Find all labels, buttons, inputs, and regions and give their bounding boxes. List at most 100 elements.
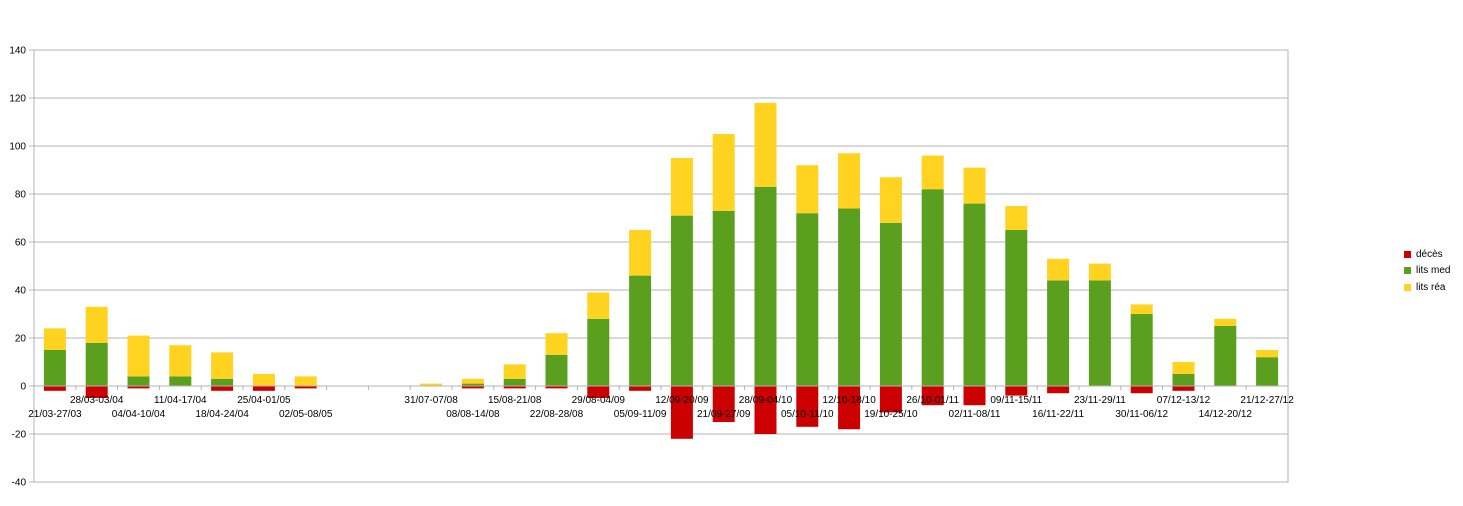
x-tick-label: 23/11-29/11 <box>1074 395 1126 406</box>
bar-lits-med <box>127 376 150 386</box>
bar-lits-med <box>1130 314 1153 386</box>
bar-lits-rea <box>1088 263 1111 281</box>
bar-deces <box>963 386 986 406</box>
bar-lits-med <box>1047 280 1070 386</box>
legend-label-lits-rea: lits réa <box>1416 281 1446 293</box>
legend-label-lits-med: lits med <box>1416 265 1451 277</box>
x-tick-label: 02/05-08/05 <box>279 409 333 420</box>
x-tick-label: 12/10-18/10 <box>822 395 876 406</box>
plot-area <box>33 49 1289 483</box>
bar-lits-med <box>1256 357 1279 386</box>
bar-lits-rea <box>503 364 526 379</box>
bar-lits-med <box>629 275 652 386</box>
bar-lits-rea <box>879 177 902 223</box>
x-tick-label: 05/09-11/09 <box>614 409 667 420</box>
legend-item-deces: décès <box>1404 246 1450 263</box>
bar-deces <box>921 386 944 406</box>
bar-lits-med <box>879 222 902 386</box>
bar-lits-med <box>1214 326 1237 386</box>
x-tick-label: 18/04-24/04 <box>195 409 249 420</box>
bar-lits-med <box>1005 230 1028 386</box>
y-tick-label: 40 <box>15 286 27 297</box>
bar-deces <box>587 386 610 398</box>
x-tick-label: 08/08-14/08 <box>446 409 500 420</box>
bar-lits-rea <box>1047 258 1070 281</box>
bar-lits-med <box>503 378 526 386</box>
bar-lits-rea <box>461 378 484 384</box>
bar-lits-med <box>963 203 986 386</box>
bar-lits-rea <box>1256 350 1279 358</box>
bar-lits-med <box>796 213 819 386</box>
bar-lits-rea <box>796 165 819 214</box>
bar-lits-med <box>85 342 108 386</box>
bar-lits-rea <box>211 352 234 379</box>
bar-lits-med <box>838 208 861 386</box>
x-tick-label: 16/11-22/11 <box>1032 409 1084 420</box>
x-tick-label: 19/10-25/10 <box>864 409 918 420</box>
legend-swatch-lits-med <box>1404 267 1411 275</box>
bar-lits-rea <box>1005 206 1028 230</box>
bar-lits-rea <box>921 155 944 190</box>
bar-lits-rea <box>294 376 317 386</box>
bar-deces <box>43 386 66 391</box>
bar-deces <box>294 386 317 389</box>
legend-label-deces: décès <box>1416 248 1443 260</box>
y-tick-label: 60 <box>15 238 27 249</box>
x-tick-label: 12/09-20/09 <box>655 395 709 406</box>
bar-lits-rea <box>1172 362 1195 374</box>
bar-lits-med <box>712 210 735 386</box>
x-tick-label: 05/10-11/10 <box>781 409 834 420</box>
bar-deces <box>503 386 526 389</box>
bar-lits-med <box>461 383 484 386</box>
x-tick-label: 28/09-04/10 <box>739 395 793 406</box>
legend-item-lits-med: lits med <box>1404 263 1450 280</box>
y-tick-label: 120 <box>9 94 26 105</box>
bar-deces <box>1130 386 1153 394</box>
bar-deces <box>545 386 568 389</box>
y-tick-label: -20 <box>12 430 27 441</box>
x-tick-label: 31/07-07/08 <box>404 395 458 406</box>
x-tick-label: 28/03-03/04 <box>70 395 124 406</box>
y-tick-label: 80 <box>15 190 27 201</box>
y-tick-label: 140 <box>9 46 26 57</box>
bar-lits-rea <box>169 345 192 377</box>
x-tick-label: 07/12-13/12 <box>1157 395 1211 406</box>
bar-lits-rea <box>712 134 735 211</box>
bar-lits-rea <box>43 328 66 350</box>
bar-lits-med <box>754 186 777 386</box>
bar-lits-med <box>169 376 192 386</box>
bar-lits-rea <box>754 102 777 187</box>
x-tick-label: 14/12-20/12 <box>1199 409 1253 420</box>
bar-lits-rea <box>420 383 443 386</box>
legend: décès lits med lits réa <box>1404 246 1450 296</box>
x-tick-label: 21/12-27/12 <box>1240 395 1294 406</box>
x-tick-label: 26/10-01/11 <box>906 395 959 406</box>
x-tick-label: 09/11-15/11 <box>990 395 1042 406</box>
bar-lits-rea <box>1130 304 1153 314</box>
bar-lits-med <box>1088 280 1111 386</box>
bar-deces <box>670 386 693 439</box>
x-tick-label: 21/03-27/03 <box>28 409 82 420</box>
bar-lits-med <box>211 378 234 386</box>
y-tick-label: 0 <box>20 382 26 393</box>
y-tick-label: 20 <box>15 334 27 345</box>
bar-lits-rea <box>670 158 693 216</box>
x-tick-label: 04/04-10/04 <box>112 409 166 420</box>
bar-lits-rea <box>252 374 275 386</box>
bar-deces <box>754 386 777 434</box>
bar-deces <box>461 386 484 389</box>
x-tick-label: 29/08-04/09 <box>572 395 626 406</box>
bar-lits-rea <box>629 230 652 276</box>
legend-swatch-lits-rea <box>1404 283 1411 291</box>
x-tick-label: 22/08-28/08 <box>530 409 584 420</box>
bar-deces <box>629 386 652 391</box>
bar-lits-med <box>921 189 944 386</box>
bar-lits-med <box>1172 374 1195 386</box>
bar-deces <box>127 386 150 389</box>
bar-lits-rea <box>545 333 568 355</box>
bar-lits-rea <box>963 167 986 204</box>
bar-deces <box>879 386 902 413</box>
legend-swatch-deces <box>1404 250 1411 258</box>
x-tick-label: 11/04-17/04 <box>154 395 207 406</box>
y-tick-label: -40 <box>12 478 27 489</box>
